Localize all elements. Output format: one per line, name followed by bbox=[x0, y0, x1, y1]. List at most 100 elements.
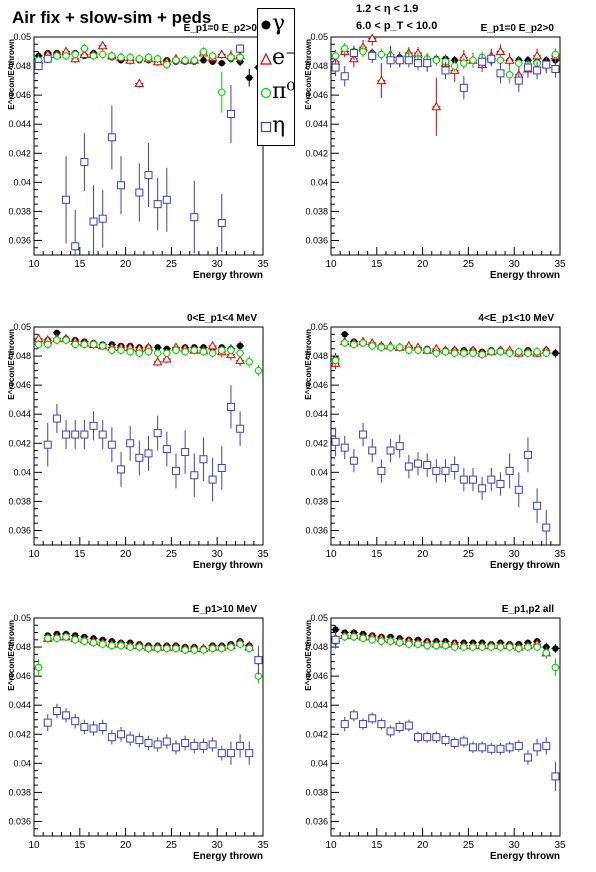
x-tick-label: 25 bbox=[463, 259, 475, 270]
ep1-0-4-title: 0<E_p1<4 MeV bbox=[187, 313, 257, 324]
ep-all-title: E_p1,p2 all bbox=[502, 604, 554, 615]
eta-point bbox=[107, 440, 116, 449]
pi0-point bbox=[515, 59, 523, 67]
y-axis-label: E^recon/E^thrown bbox=[7, 39, 16, 110]
eta-point bbox=[496, 744, 505, 753]
y-tick-label: 0.04 bbox=[13, 467, 31, 477]
gamma-point bbox=[218, 59, 225, 67]
eta-point bbox=[236, 44, 245, 53]
pi0-point bbox=[135, 349, 144, 357]
pi0-point bbox=[99, 50, 107, 59]
eta-point bbox=[89, 421, 98, 430]
eta-point bbox=[71, 242, 80, 251]
eta-point bbox=[153, 429, 162, 438]
y-tick-label: 0.048 bbox=[8, 351, 31, 361]
eta-point bbox=[551, 772, 560, 781]
y-tick-label: 0.05 bbox=[310, 613, 328, 623]
gamma-point bbox=[332, 626, 339, 633]
y-tick-label: 0.04 bbox=[310, 177, 328, 187]
electron-point bbox=[376, 75, 387, 85]
pi0-point bbox=[331, 356, 340, 365]
x-axis-label: Energy thrown bbox=[490, 851, 560, 862]
x-tick-label: 15 bbox=[74, 259, 86, 270]
y-tick-label: 0.044 bbox=[305, 409, 328, 419]
pi0-point bbox=[99, 342, 107, 350]
x-axis-label: Energy thrown bbox=[193, 560, 263, 571]
eta-point bbox=[487, 54, 496, 63]
eta-point bbox=[349, 48, 358, 57]
y-tick-label: 0.04 bbox=[13, 758, 31, 768]
y-tick-label: 0.038 bbox=[305, 496, 328, 506]
eta-point bbox=[496, 69, 505, 78]
pi0-point bbox=[533, 348, 541, 356]
eta-point bbox=[386, 56, 395, 65]
eta-point bbox=[117, 181, 126, 190]
eta-point bbox=[533, 743, 542, 752]
pi0-point bbox=[89, 639, 98, 647]
y-tick-label: 0.036 bbox=[305, 525, 328, 535]
electron-point bbox=[431, 101, 442, 111]
y-tick-label: 0.046 bbox=[305, 671, 328, 681]
eta-point bbox=[171, 743, 180, 752]
pi0-point bbox=[533, 643, 541, 651]
eta-point bbox=[533, 66, 542, 75]
y-tick-label: 0.042 bbox=[8, 148, 31, 158]
legend-entry-eta: η bbox=[258, 111, 294, 145]
eta-point bbox=[71, 430, 80, 439]
x-axis-label: Energy thrown bbox=[490, 560, 560, 571]
eta-point bbox=[386, 727, 395, 736]
plot-panel: 10 15 20 25 30 35 0.036 0.038 0.04 0.042 0.044 0.04… bbox=[7, 23, 269, 281]
gamma-point bbox=[236, 342, 244, 350]
y-tick-label: 0.038 bbox=[305, 206, 328, 216]
pi0-point bbox=[44, 340, 52, 349]
x-tick-label: 35 bbox=[554, 259, 566, 270]
y-tick-label: 0.04 bbox=[310, 758, 328, 768]
eta-point bbox=[144, 738, 153, 747]
pi0-point bbox=[218, 88, 226, 96]
eta-eq0-ep2-title: E_p1=0 E_p2>0 bbox=[184, 23, 258, 34]
eta-point bbox=[135, 453, 144, 462]
pi0-point bbox=[551, 50, 560, 59]
gamma-point bbox=[53, 329, 61, 337]
pi0-point bbox=[144, 348, 153, 356]
pi0-point bbox=[460, 349, 468, 357]
x-tick-label: 15 bbox=[74, 840, 86, 851]
pi0-point bbox=[396, 639, 404, 647]
pi0-point bbox=[89, 52, 98, 60]
x-tick-label: 20 bbox=[120, 840, 132, 851]
eta-point bbox=[52, 707, 61, 716]
x-tick-label: 25 bbox=[463, 549, 475, 560]
pi0-point bbox=[34, 663, 43, 672]
pi0-point bbox=[80, 637, 89, 645]
pi0-point bbox=[359, 634, 367, 643]
pi0-point bbox=[153, 55, 162, 63]
pi0-point bbox=[34, 340, 43, 349]
eta-point bbox=[523, 753, 532, 762]
pi0-point bbox=[236, 640, 244, 648]
pi0-point bbox=[89, 340, 98, 349]
gamma-point bbox=[341, 331, 348, 338]
x-tick-label: 10 bbox=[28, 840, 40, 851]
pi0-point bbox=[405, 640, 413, 648]
eta-point bbox=[450, 738, 459, 747]
eta-point bbox=[117, 730, 126, 739]
pi0-point bbox=[199, 348, 208, 356]
y-tick-label: 0.042 bbox=[8, 438, 31, 448]
electron-point bbox=[367, 33, 378, 42]
eta-point bbox=[423, 733, 432, 742]
eta-point bbox=[144, 449, 153, 458]
eta-point bbox=[199, 741, 208, 750]
eta-point bbox=[450, 463, 459, 472]
pi0-point bbox=[524, 349, 532, 357]
eta-point bbox=[377, 466, 386, 475]
pi0-point bbox=[190, 346, 199, 354]
pi0-point bbox=[432, 349, 441, 357]
y-tick-label: 0.044 bbox=[8, 409, 31, 419]
pi0-point bbox=[227, 643, 235, 651]
x-tick-label: 15 bbox=[74, 549, 86, 560]
y-tick-label: 0.042 bbox=[8, 729, 31, 739]
y-tick-label: 0.036 bbox=[305, 816, 328, 826]
pi0-point bbox=[199, 646, 208, 654]
y-tick-label: 0.046 bbox=[8, 380, 31, 390]
